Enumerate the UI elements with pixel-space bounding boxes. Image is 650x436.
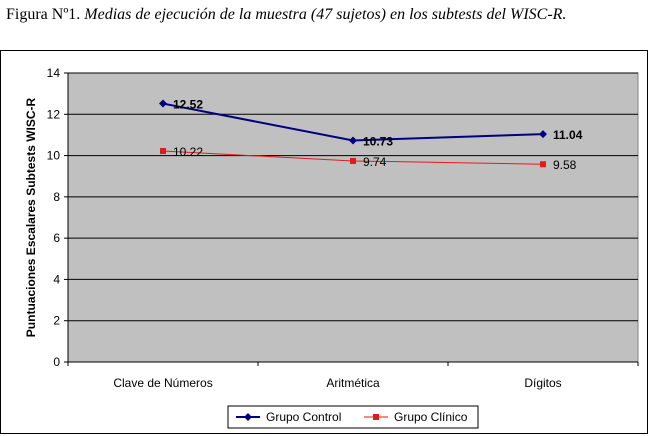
data-label: 10.22 bbox=[173, 145, 203, 159]
data-point-control bbox=[349, 136, 357, 145]
plot-area bbox=[67, 72, 639, 363]
figure-caption: Figura Nº1. Medias de ejecución de la mu… bbox=[6, 6, 650, 24]
y-tick-label: 12 bbox=[47, 107, 61, 121]
x-tick-label: Aritmética bbox=[326, 376, 380, 390]
legend-marker-control bbox=[244, 413, 252, 421]
y-tick-label: 6 bbox=[53, 231, 60, 245]
legend-label: Grupo Clínico bbox=[394, 410, 468, 424]
caption-label: Figura Nº1. bbox=[6, 6, 81, 23]
y-tick-label: 14 bbox=[47, 66, 61, 80]
data-point-clinico bbox=[160, 148, 166, 155]
data-point-clinico bbox=[540, 161, 546, 168]
data-label: 12.52 bbox=[173, 98, 203, 112]
y-tick-label: 0 bbox=[53, 355, 60, 369]
legend-marker-clinico bbox=[373, 414, 379, 420]
data-point-clinico bbox=[350, 157, 356, 164]
data-label: 11.04 bbox=[553, 128, 583, 142]
y-tick-label: 8 bbox=[53, 190, 60, 204]
data-point-control bbox=[159, 99, 167, 108]
x-tick-label: Clave de Números bbox=[113, 376, 212, 390]
caption-text: Medias de ejecución de la muestra (47 su… bbox=[84, 6, 567, 23]
y-axis-title: Puntuaciones Escalares Subtests WISC-R bbox=[24, 97, 38, 337]
data-label: 10.73 bbox=[363, 135, 393, 149]
data-point-control bbox=[539, 130, 547, 139]
x-tick-label: Dígitos bbox=[524, 376, 561, 390]
legend-label: Grupo Control bbox=[266, 410, 341, 424]
y-tick-label: 4 bbox=[53, 272, 60, 286]
data-label: 9.58 bbox=[553, 158, 577, 172]
data-label: 9.74 bbox=[363, 155, 387, 169]
y-tick-label: 2 bbox=[53, 314, 60, 328]
legend-box bbox=[227, 405, 479, 429]
y-tick-label: 10 bbox=[47, 149, 61, 163]
